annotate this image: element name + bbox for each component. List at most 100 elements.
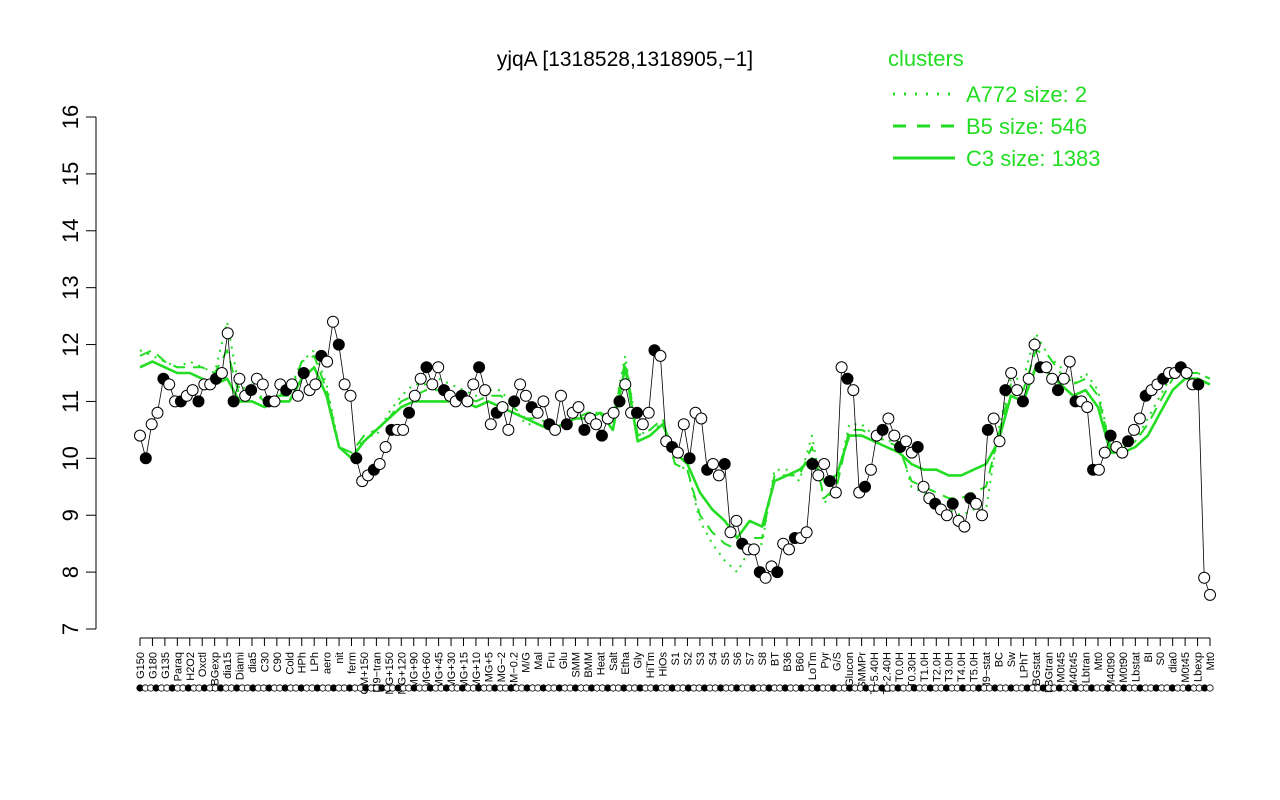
data-point-65	[514, 378, 527, 391]
x-tick-label-70: Sw	[1006, 652, 1018, 667]
x-tick-label-49: S7	[745, 652, 757, 665]
data-point-50	[426, 378, 439, 391]
data-point-28	[297, 367, 310, 379]
data-point-5	[163, 378, 176, 391]
x-tick-label-55: Pyr	[819, 652, 831, 669]
x-tick-label-25: MG+30	[446, 652, 458, 688]
x-tick-label-34: Glu	[558, 652, 570, 669]
x-tick-label-27: MG+10	[471, 652, 483, 688]
data-point-73	[560, 418, 573, 431]
data-point-26	[286, 378, 298, 391]
data-point-35	[338, 378, 351, 391]
x-tick-label-35: SMM	[570, 652, 582, 678]
data-point-141	[958, 520, 971, 533]
data-point-87	[642, 406, 655, 419]
data-point-51	[432, 361, 445, 374]
x-tick-label-5: Oxctl	[197, 652, 209, 677]
data-point-145	[981, 423, 994, 436]
data-point-105	[747, 543, 760, 556]
data-point-133	[911, 441, 924, 453]
x-tick-label-74: M0t45	[1056, 652, 1068, 683]
data-point-169	[1122, 435, 1135, 448]
data-point-59	[479, 384, 491, 397]
data-point-93	[677, 418, 690, 431]
x-axis: G150 G180 G135 Paraq H2O2 Oxctl LBGexp dia15 Dia…	[135, 637, 1217, 695]
x-tick-label-56: G/S	[832, 652, 844, 671]
x-tick-label-19: M9−tran	[371, 652, 383, 693]
data-point-168	[1116, 446, 1129, 459]
data-point-64	[508, 395, 521, 408]
x-tick-label-46: S4	[707, 652, 719, 665]
data-point-150	[1011, 384, 1023, 397]
x-tick-label-81: BI	[1143, 652, 1155, 662]
data-point-162	[1081, 401, 1094, 414]
x-tick-label-85: Lbexp	[1193, 652, 1205, 682]
x-tick-label-43: S1	[670, 652, 682, 665]
data-point-49	[420, 361, 433, 374]
x-tick-label-48: S6	[732, 652, 744, 665]
x-tick-label-62: T0.30H	[906, 652, 918, 688]
data-point-143	[970, 497, 983, 510]
data-point-127	[876, 423, 889, 436]
data-point-181	[1192, 378, 1205, 391]
x-tick-label-73: LBGtran	[1043, 652, 1055, 693]
x-tick-label-47: S5	[720, 652, 732, 665]
data-point-165	[1098, 446, 1111, 459]
data-point-30	[309, 378, 322, 391]
x-tick-label-18: GM+150	[359, 652, 371, 695]
x-tick-label-6: LBGexp	[210, 652, 222, 692]
data-point-33	[327, 315, 339, 328]
y-tick-label-8: 15	[58, 162, 83, 186]
x-tick-label-2: G135	[160, 652, 172, 679]
x-tick-label-61: T0.0H	[894, 652, 906, 682]
data-point-109	[771, 566, 784, 579]
y-tick-label-7: 14	[58, 219, 83, 243]
y-tick-label-3: 10	[58, 446, 83, 470]
data-point-156	[1046, 372, 1059, 385]
data-point-166	[1104, 429, 1117, 442]
data-point-151	[1016, 395, 1029, 408]
data-point-171	[1133, 412, 1146, 425]
data-point-69	[537, 395, 550, 408]
data-point-102	[730, 514, 743, 527]
data-point-75	[572, 401, 585, 414]
data-point-153	[1028, 338, 1041, 351]
x-tick-label-14: LPh	[309, 652, 321, 672]
data-point-60	[484, 418, 497, 431]
data-point-16	[227, 395, 240, 408]
x-tick-label-4: H2O2	[185, 652, 197, 681]
data-point-111	[783, 543, 795, 556]
x-tick-label-0: G150	[135, 652, 147, 679]
data-point-99	[712, 469, 725, 482]
data-point-131	[900, 435, 912, 448]
x-tick-label-24: MG+45	[434, 652, 446, 688]
data-point-158	[1057, 372, 1070, 385]
y-tick-label-0: 7	[58, 623, 83, 635]
data-point-27	[291, 389, 304, 402]
x-tick-label-83: dia0	[1168, 652, 1180, 673]
x-tick-label-53: B60	[794, 652, 806, 672]
data-point-36	[344, 389, 357, 402]
data-point-129	[888, 429, 901, 442]
x-tick-label-32: Mal	[533, 652, 545, 670]
x-tick-label-23: MG+60	[421, 652, 433, 688]
data-point-9	[186, 384, 199, 397]
x-tick-label-52: B36	[782, 652, 794, 672]
y-tick-label-2: 9	[58, 509, 83, 521]
data-point-146	[987, 412, 1000, 425]
data-point-58	[473, 361, 486, 374]
data-point-116	[812, 469, 825, 482]
x-tick-label-42: HiOs	[658, 652, 670, 677]
data-point-122	[847, 384, 860, 397]
data-point-45	[397, 423, 410, 436]
x-tick-label-84: M0t45	[1180, 652, 1192, 683]
y-tick-label-5: 12	[58, 332, 83, 356]
data-point-17	[233, 372, 246, 385]
data-point-128	[882, 412, 895, 425]
x-tick-label-31: M/G	[521, 652, 533, 673]
x-tick-label-12: Cold	[284, 652, 296, 675]
data-point-32	[321, 355, 334, 368]
data-point-159	[1063, 355, 1076, 368]
x-tick-label-36: BMM	[583, 652, 595, 678]
data-point-10	[192, 395, 205, 408]
